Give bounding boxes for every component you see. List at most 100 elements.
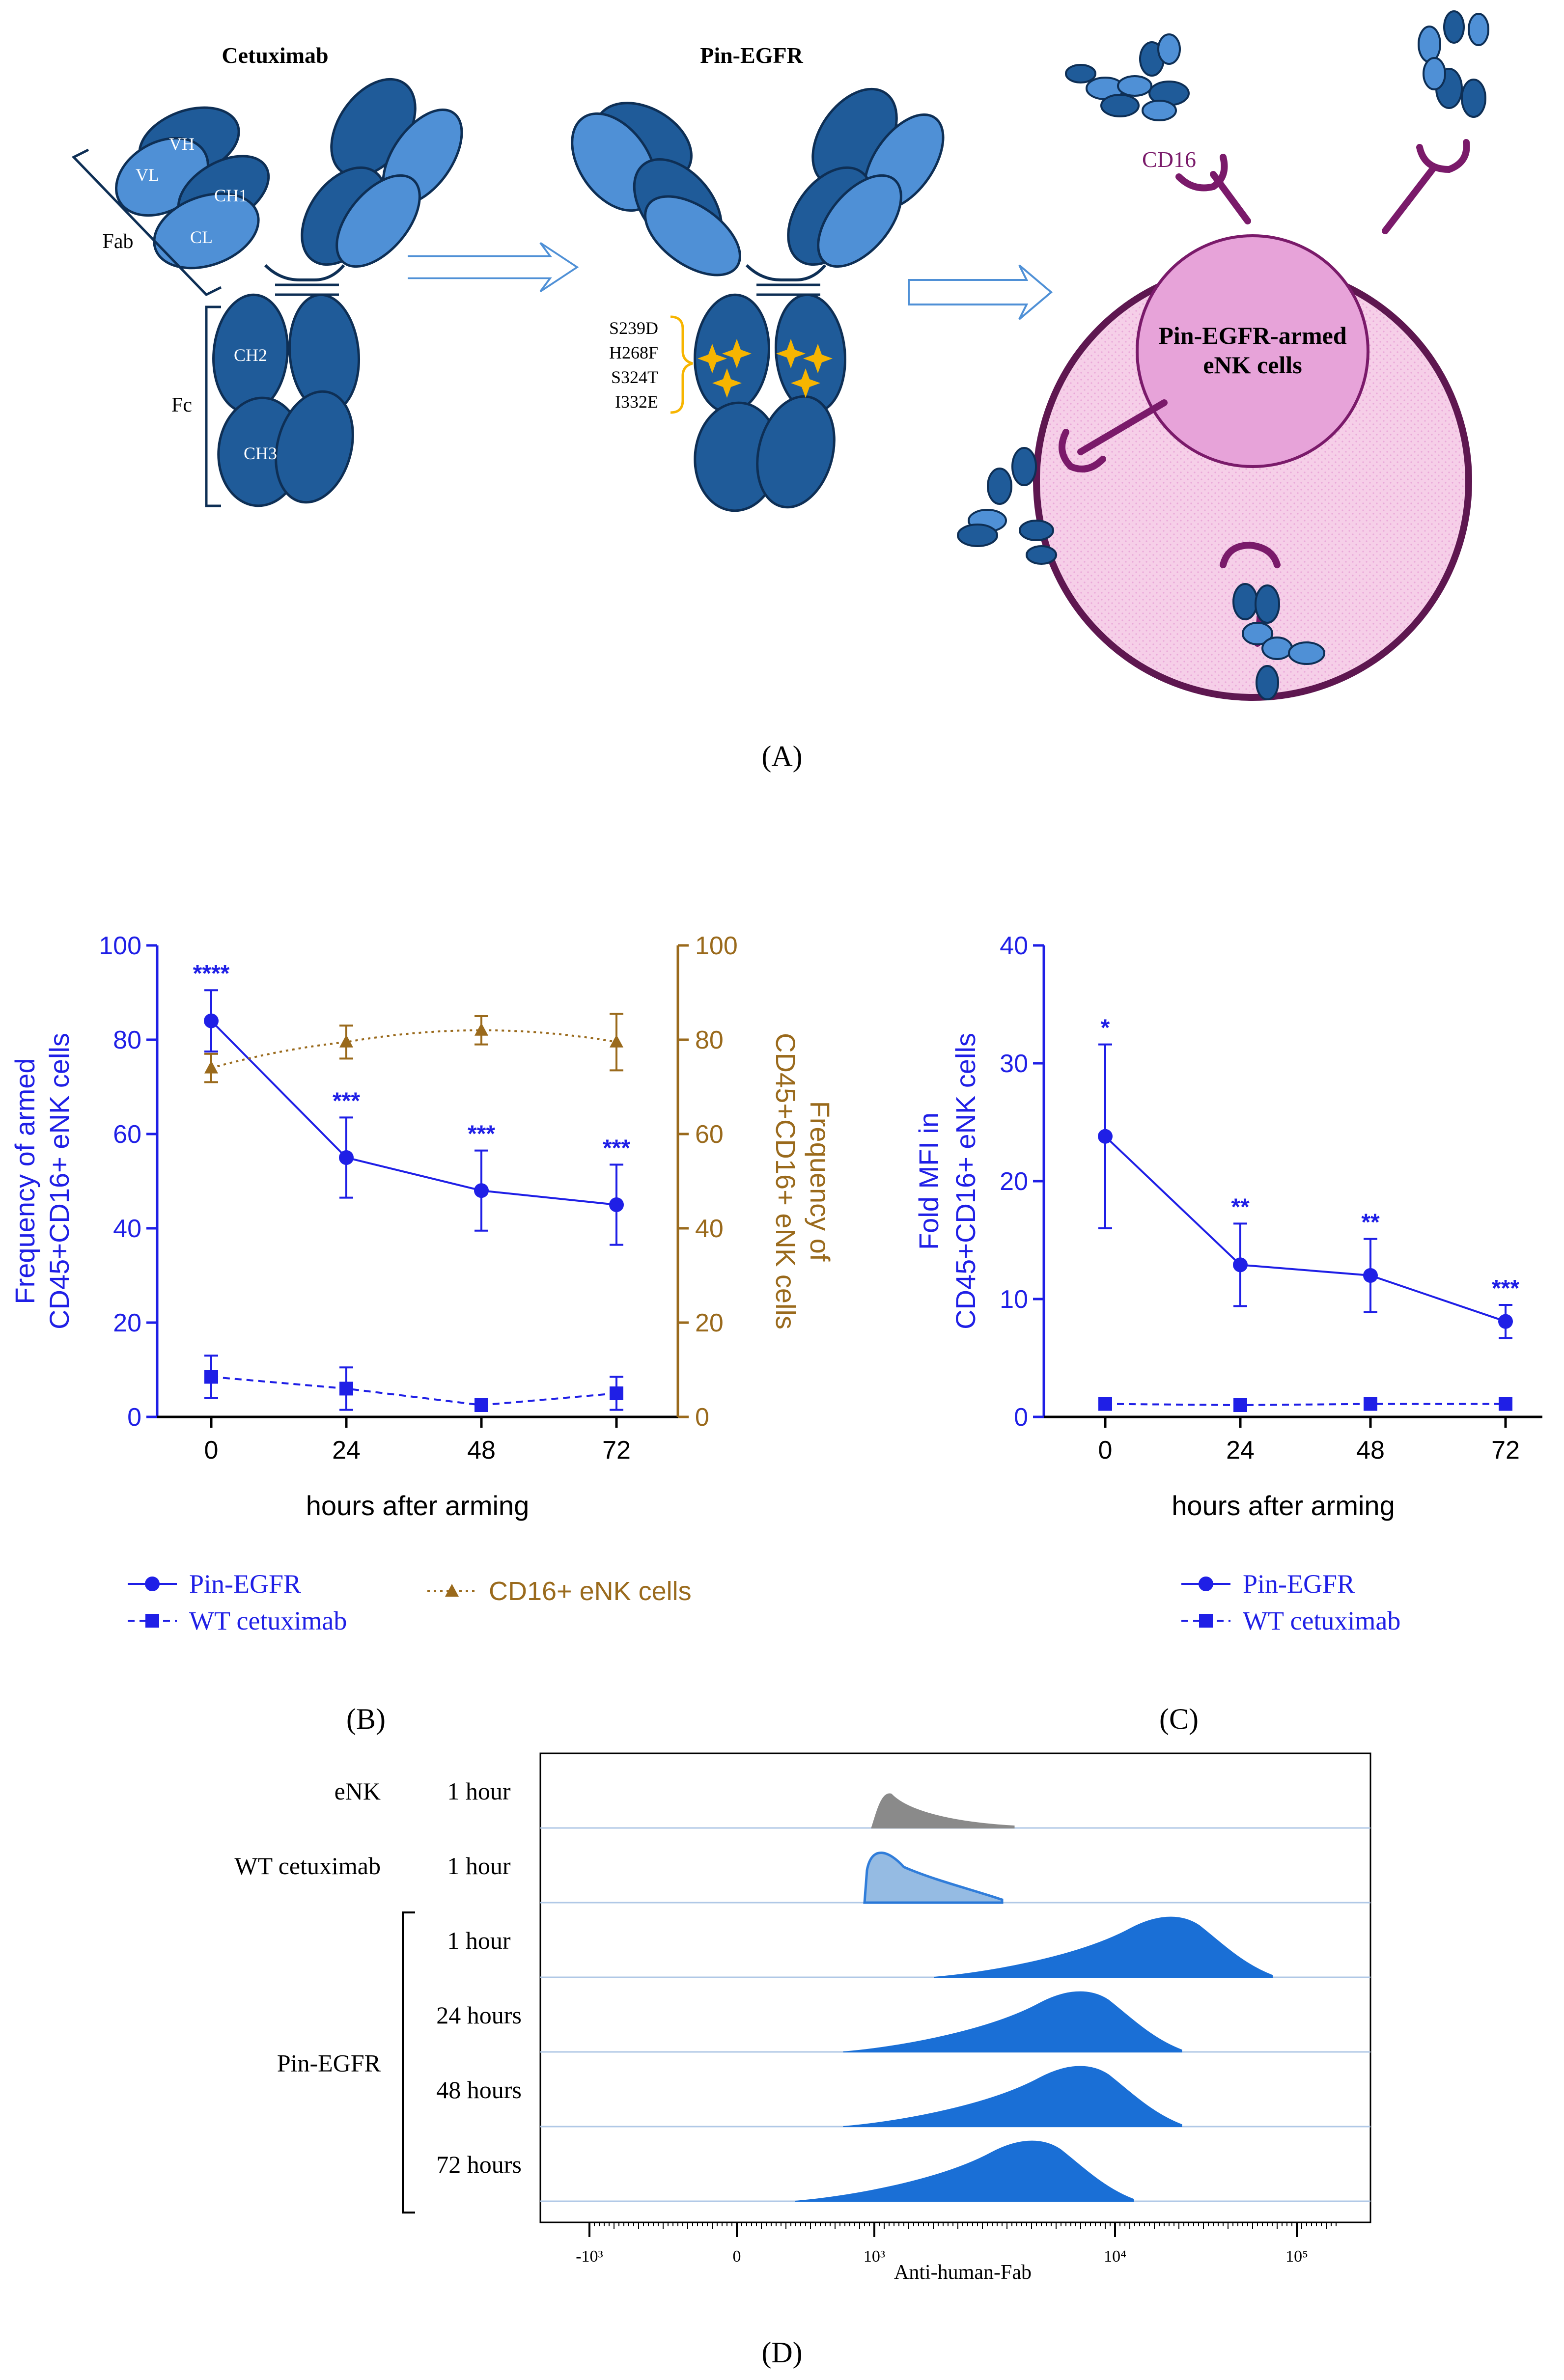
mutation-2: H268F (609, 343, 658, 362)
panel-b-label: (B) (346, 1703, 386, 1735)
x-tick-label: 0 (204, 1436, 219, 1465)
right-tick-label: 100 (695, 932, 738, 960)
significance-label: ** (1361, 1210, 1380, 1236)
left-axis-title-1: Frequency of armed (9, 1058, 40, 1304)
point-1-3 (1499, 1397, 1512, 1411)
series-line-2 (211, 1029, 617, 1069)
right-axis-title-1: Frequency of (805, 1101, 836, 1262)
point-1-1 (1233, 1398, 1247, 1412)
enk-cell (1033, 234, 1472, 701)
point-2-0 (204, 1060, 218, 1074)
significance-label: *** (603, 1135, 630, 1161)
significance-label: **** (193, 961, 230, 987)
left-tick-label: 60 (113, 1120, 141, 1149)
x-tick-label: 48 (1356, 1436, 1385, 1465)
panel-d-histograms: eNK 1 hour WT cetuximab 1 hour 1 hour 24 hour… (234, 1752, 1371, 2369)
label-fab: Fab (103, 230, 134, 253)
point-2-1 (339, 1034, 353, 1048)
sample-label: eNK (335, 1777, 381, 1805)
point-0-1 (339, 1150, 354, 1165)
time-label: 72 hours (436, 2151, 522, 2178)
significance-label: *** (1492, 1275, 1519, 1301)
point-1-0 (1098, 1397, 1112, 1411)
left-tick-label: 20 (113, 1309, 141, 1337)
fab-bracket (71, 148, 222, 297)
legend-marker (145, 1614, 159, 1628)
mutation-4: I332E (615, 392, 658, 412)
group-bracket (402, 1911, 415, 2214)
histogram-1 (863, 1852, 1004, 1904)
cell-label-line2: eNK cells (1203, 351, 1302, 379)
y-axis-title-2: CD45+CD16+ eNK cells (950, 1033, 981, 1329)
point-1-0 (204, 1370, 218, 1384)
histogram-2 (933, 1916, 1273, 1978)
left-tick-label: 0 (127, 1403, 141, 1432)
left-tick-label: 40 (113, 1215, 141, 1243)
significance-label: * (1101, 1015, 1110, 1041)
series-line-0 (210, 1020, 617, 1206)
panel-a-schematic: Cetuximab VH VL CH1 CL CH2 CH3 Fab Fc (71, 10, 1489, 773)
x-tick-label: 48 (467, 1436, 496, 1465)
x-tick-label: 0 (1098, 1436, 1113, 1465)
right-tick-label: 60 (695, 1120, 724, 1149)
point-1-2 (1364, 1397, 1377, 1411)
y-tick-label: 10 (1000, 1285, 1028, 1314)
point-0-1 (1233, 1257, 1248, 1273)
panel-c-label: (C) (1159, 1703, 1199, 1735)
legend-label: CD16+ eNK cells (489, 1577, 692, 1606)
x-axis-title: hours after arming (306, 1490, 529, 1521)
point-1-2 (475, 1398, 488, 1412)
significance-label: *** (333, 1088, 360, 1114)
series-line-1 (211, 1376, 617, 1407)
panel-d-label: (D) (761, 2336, 802, 2369)
time-label: 1 hour (447, 1927, 511, 1954)
panel-c-chart: 0 10 20 30 40 0 24 48 72 hours after arming Fold M… (913, 932, 1542, 1735)
significance-label: ** (1231, 1194, 1250, 1220)
y-tick-label: 40 (1000, 932, 1028, 960)
title-pin-egfr: Pin-EGFR (700, 43, 803, 68)
right-tick-label: 0 (695, 1403, 709, 1432)
sample-label: WT cetuximab (234, 1852, 381, 1880)
x-tick-label: 24 (332, 1436, 361, 1465)
domain-ch2: CH2 (234, 345, 267, 365)
legend-marker (1199, 1577, 1213, 1591)
mutation-stars (698, 339, 833, 398)
cetuximab-antibody (115, 78, 463, 507)
series-line-0 (1104, 1135, 1506, 1323)
group-label: Pin-EGFR (277, 2049, 381, 2077)
time-label: 48 hours (436, 2076, 522, 2103)
x-tick-label: 10³ (864, 2247, 885, 2266)
significance-label: *** (468, 1121, 495, 1147)
legend-label: WT cetuximab (189, 1606, 347, 1635)
x-tick-label: 10⁵ (1285, 2247, 1308, 2266)
cell-label-line1: Pin-EGFR-armed (1158, 322, 1346, 349)
domain-cl: CL (190, 227, 213, 247)
legend-label: WT cetuximab (1243, 1606, 1400, 1635)
x-axis-title: hours after arming (1172, 1490, 1395, 1521)
fc-bracket (205, 305, 221, 507)
x-axis-title: Anti-human-Fab (894, 2261, 1032, 2284)
x-tick-label: -10³ (576, 2247, 603, 2266)
panel-b-chart: 0 0 20 20 40 40 60 60 80 80 100 100 0 24 48 72 hours aft… (9, 932, 836, 1735)
x-tick-label: 72 (602, 1436, 631, 1465)
x-tick-label: 24 (1226, 1436, 1255, 1465)
x-tick-label: 0 (733, 2247, 741, 2266)
arrow-2 (908, 264, 1053, 320)
label-fc: Fc (171, 394, 192, 416)
point-0-0 (204, 1013, 219, 1028)
left-tick-label: 100 (99, 932, 141, 960)
time-label: 24 hours (436, 2001, 522, 2029)
legend-marker (445, 1584, 459, 1597)
armed-antibodies (957, 10, 1489, 700)
point-0-0 (1098, 1129, 1113, 1144)
histogram-0 (871, 1793, 1015, 1828)
point-0-3 (1498, 1314, 1513, 1329)
pin-egfr-antibody (571, 87, 945, 512)
legend-label: Pin-EGFR (189, 1569, 301, 1599)
y-axis-title-1: Fold MFI in (913, 1112, 944, 1250)
time-label: 1 hour (447, 1777, 511, 1805)
point-1-3 (610, 1386, 623, 1400)
left-tick-label: 80 (113, 1026, 141, 1054)
x-tick-label: 72 (1491, 1436, 1520, 1465)
